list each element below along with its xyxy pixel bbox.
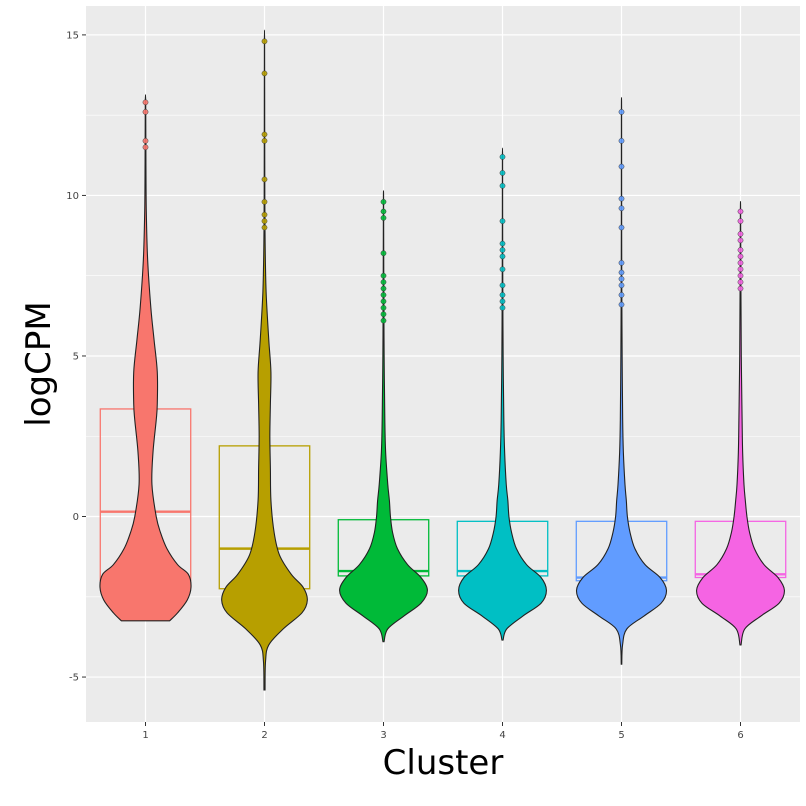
outlier-point-cluster-6 bbox=[737, 231, 744, 237]
outlier-point-cluster-1 bbox=[142, 138, 149, 144]
outlier-point-cluster-4 bbox=[499, 298, 506, 305]
outlier-point-cluster-5 bbox=[618, 269, 625, 276]
outlier-point-cluster-6 bbox=[737, 237, 744, 244]
outlier-point-cluster-4 bbox=[499, 170, 506, 176]
outlier-point-cluster-3 bbox=[380, 279, 387, 285]
outlier-point-cluster-3 bbox=[380, 208, 387, 215]
x-axis-title: Cluster bbox=[383, 743, 504, 783]
outlier-point-cluster-4 bbox=[499, 292, 506, 298]
outlier-point-cluster-6 bbox=[737, 279, 744, 285]
outlier-point-cluster-1 bbox=[142, 99, 149, 106]
outlier-point-cluster-2 bbox=[261, 218, 268, 224]
outlier-point-cluster-2 bbox=[261, 211, 268, 218]
outlier-point-cluster-4 bbox=[499, 282, 506, 289]
violin-layer bbox=[99, 29, 785, 691]
outlier-point-cluster-5 bbox=[618, 205, 625, 212]
outlier-point-cluster-2 bbox=[261, 199, 268, 205]
outlier-point-cluster-4 bbox=[499, 304, 506, 311]
y-axis: -5 0 5 10 15 bbox=[66, 30, 86, 684]
y-tick-label: 15 bbox=[66, 30, 79, 41]
outlier-point-cluster-4 bbox=[499, 154, 506, 160]
outlier-point-cluster-5 bbox=[618, 138, 625, 144]
x-tick-label: 2 bbox=[261, 730, 267, 741]
outlier-point-cluster-2 bbox=[261, 176, 268, 183]
y-axis-title: logCPM bbox=[19, 301, 59, 426]
outlier-point-cluster-2 bbox=[261, 38, 268, 45]
outlier-point-cluster-2 bbox=[261, 224, 268, 231]
outlier-point-cluster-3 bbox=[380, 215, 387, 221]
outlier-point-cluster-4 bbox=[499, 266, 506, 273]
outlier-point-cluster-6 bbox=[737, 266, 744, 273]
outlier-point-cluster-4 bbox=[499, 247, 506, 253]
x-axis: 1 2 3 4 5 6 bbox=[142, 722, 744, 741]
outlier-point-cluster-5 bbox=[618, 195, 625, 202]
outlier-point-cluster-5 bbox=[618, 163, 625, 170]
outlier-point-cluster-6 bbox=[737, 253, 744, 260]
y-tick-label: 0 bbox=[73, 512, 79, 523]
outlier-point-cluster-3 bbox=[380, 311, 387, 318]
y-tick-label: -5 bbox=[69, 673, 79, 684]
outlier-point-cluster-3 bbox=[380, 250, 387, 257]
outlier-point-cluster-6 bbox=[737, 218, 744, 224]
outlier-point-cluster-1 bbox=[142, 109, 149, 115]
x-tick-label: 6 bbox=[737, 730, 743, 741]
outlier-point-cluster-6 bbox=[737, 208, 744, 215]
outlier-point-cluster-6 bbox=[737, 285, 744, 292]
violin-cluster-6 bbox=[696, 200, 785, 646]
y-tick-label: 10 bbox=[66, 191, 79, 202]
outlier-point-cluster-3 bbox=[380, 298, 387, 305]
outlier-point-cluster-5 bbox=[618, 301, 625, 308]
outlier-point-cluster-3 bbox=[380, 304, 387, 311]
x-tick-label: 1 bbox=[142, 730, 148, 741]
outlier-point-cluster-6 bbox=[737, 272, 744, 279]
outlier-point-cluster-5 bbox=[618, 109, 625, 115]
violin-cluster-1 bbox=[99, 94, 192, 622]
outlier-point-cluster-4 bbox=[499, 218, 506, 224]
outlier-point-cluster-3 bbox=[380, 317, 387, 324]
outlier-point-cluster-2 bbox=[261, 131, 268, 138]
outlier-point-cluster-3 bbox=[380, 199, 387, 205]
x-tick-label: 4 bbox=[499, 730, 505, 741]
violin-cluster-3 bbox=[339, 190, 428, 643]
x-tick-label: 5 bbox=[618, 730, 624, 741]
outlier-point-cluster-3 bbox=[380, 285, 387, 292]
violin-cluster-4 bbox=[458, 147, 547, 641]
outlier-point-cluster-5 bbox=[618, 224, 625, 231]
outlier-point-cluster-2 bbox=[261, 70, 268, 77]
outlier-point-cluster-6 bbox=[737, 247, 744, 253]
violin-cluster-5 bbox=[575, 96, 668, 665]
outlier-point-cluster-2 bbox=[261, 138, 268, 144]
outlier-point-cluster-5 bbox=[618, 260, 625, 266]
outlier-point-cluster-6 bbox=[737, 260, 744, 266]
x-tick-label: 3 bbox=[380, 730, 386, 741]
y-tick-label: 5 bbox=[73, 351, 79, 362]
plot-panel bbox=[86, 6, 800, 722]
outlier-point-cluster-4 bbox=[499, 240, 506, 247]
outlier-point-cluster-5 bbox=[618, 292, 625, 298]
outlier-point-cluster-4 bbox=[499, 253, 506, 260]
outlier-layer bbox=[142, 38, 744, 324]
outlier-point-cluster-3 bbox=[380, 272, 387, 279]
minor-gridlines bbox=[86, 114, 800, 598]
outlier-point-cluster-4 bbox=[499, 182, 506, 189]
outlier-point-cluster-3 bbox=[380, 292, 387, 298]
violin-cluster-2 bbox=[221, 29, 308, 691]
outlier-point-cluster-5 bbox=[618, 276, 625, 282]
outlier-point-cluster-1 bbox=[142, 144, 149, 151]
outlier-point-cluster-5 bbox=[618, 282, 625, 289]
